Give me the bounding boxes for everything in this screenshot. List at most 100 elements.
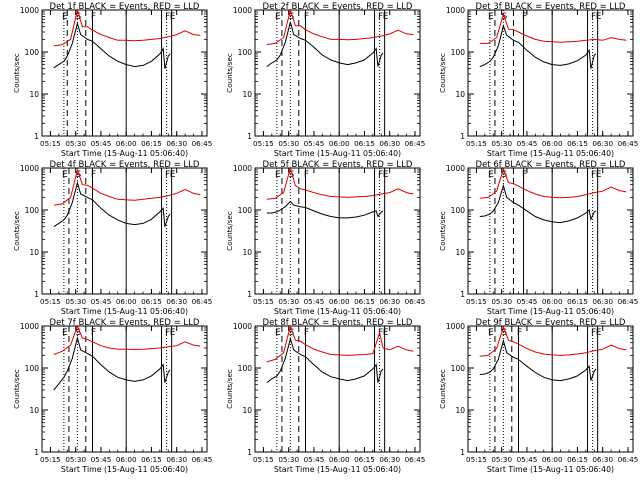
x-tick-label: 05:45 (304, 139, 325, 148)
y-tick-label: 10 (29, 248, 39, 257)
event-marker-label: S (75, 328, 81, 338)
plot-frame (467, 325, 634, 453)
lld-series-line (479, 325, 627, 357)
x-tick-label: 06:00 (329, 139, 350, 148)
x-tick-label: 06:15 (141, 297, 162, 306)
event-marker-label: E (383, 328, 389, 338)
x-tick-label: 06:00 (542, 139, 563, 148)
y-tick-label: 10 (242, 90, 252, 99)
y-tick-label: 1000 (233, 322, 252, 331)
y-tick-label: 1 (460, 132, 465, 141)
plot-frame (254, 325, 421, 453)
x-tick-label: 06:15 (354, 297, 375, 306)
events-series-line (53, 335, 171, 391)
x-tick-label: 06:00 (116, 139, 137, 148)
y-axis-label: Counts/sec (12, 211, 21, 251)
plot-frame (254, 9, 421, 137)
plot-frame (41, 167, 208, 295)
x-tick-label: 06:15 (354, 455, 375, 464)
x-tick-label: 06:45 (405, 139, 426, 148)
x-tick-label: 06:45 (618, 455, 639, 464)
x-tick-label: 05:45 (91, 297, 112, 306)
y-axis-label: Counts/sec (438, 369, 447, 409)
x-tick-label: 06:30 (592, 139, 613, 148)
x-tick-label: 05:30 (65, 455, 86, 464)
panel-det-7: Det 7f BLACK = Events, RED = LLD 1 10 100 10… (12, 318, 212, 474)
x-tick-label: 06:30 (166, 297, 187, 306)
y-tick-label: 1 (34, 290, 39, 299)
events-series-line (479, 183, 597, 224)
y-tick-label: 100 (238, 48, 253, 57)
x-tick-label: 06:15 (567, 455, 588, 464)
plot-frame (254, 167, 421, 295)
panel-det-2: Det 2f BLACK = Events, RED = LLD 1 10 100 10… (225, 2, 425, 158)
event-marker-label: S (75, 170, 81, 180)
x-tick-label: 05:15 (466, 139, 487, 148)
y-tick-label: 1000 (446, 322, 465, 331)
y-tick-label: 10 (455, 248, 465, 257)
x-tick-label: 06:45 (192, 139, 213, 148)
y-tick-label: 10 (455, 90, 465, 99)
x-tick-label: 06:15 (141, 139, 162, 148)
panel-det-5: Det 5f BLACK = Events, RED = LLD 1 10 100 10… (225, 160, 425, 316)
y-tick-label: 100 (238, 206, 253, 215)
y-tick-label: 100 (451, 48, 466, 57)
x-tick-label: 06:45 (618, 139, 639, 148)
y-axis-label: Counts/sec (12, 53, 21, 93)
events-series-line (266, 21, 384, 68)
panel-det-8: Det 8f BLACK = Events, RED = LLD 1 10 100 10… (225, 318, 425, 474)
x-tick-label: 06:30 (166, 455, 187, 464)
x-tick-label: 05:45 (517, 455, 538, 464)
y-tick-label: 100 (25, 364, 40, 373)
y-tick-label: 1 (460, 448, 465, 457)
x-tick-label: 05:30 (278, 455, 299, 464)
event-marker-label: F (522, 12, 527, 22)
x-tick-label: 06:00 (116, 297, 137, 306)
x-tick-label: 06:45 (192, 455, 213, 464)
event-marker-label: E (488, 328, 494, 338)
x-axis-label: Start Time (15-Aug-11 05:06:40) (61, 149, 188, 158)
events-series-line (266, 200, 384, 219)
y-tick-label: 1 (247, 448, 252, 457)
y-tick-label: 1000 (446, 164, 465, 173)
event-marker-label: E (596, 12, 602, 22)
y-tick-label: 1 (247, 290, 252, 299)
lld-series-line (53, 168, 201, 206)
event-marker-label: E (275, 170, 281, 180)
plot-frame (467, 9, 634, 137)
x-tick-label: 05:30 (278, 139, 299, 148)
lld-series-line (479, 12, 627, 44)
event-marker-label: F (304, 328, 309, 338)
y-tick-label: 1000 (20, 322, 39, 331)
x-tick-label: 06:00 (542, 455, 563, 464)
x-tick-label: 06:15 (567, 139, 588, 148)
x-tick-label: 05:30 (491, 297, 512, 306)
x-tick-label: 06:30 (166, 139, 187, 148)
panel-title: Det 1f BLACK = Events, RED = LLD (50, 2, 200, 12)
lld-series-line (53, 8, 201, 47)
event-marker-label: E (383, 12, 389, 22)
events-series-line (266, 336, 384, 384)
x-axis-label: Start Time (15-Aug-11 05:06:40) (274, 149, 401, 158)
x-tick-label: 06:30 (379, 139, 400, 148)
panel-title: Det 4f BLACK = Events, RED = LLD (50, 160, 200, 170)
y-tick-label: 1000 (20, 6, 39, 15)
y-tick-label: 1000 (233, 6, 252, 15)
plot-frame (41, 325, 208, 453)
panel-title: Det 7f BLACK = Events, RED = LLD (50, 318, 200, 328)
panel-det-3: Det 3f BLACK = Events, RED = LLD 1 10 100 10… (438, 2, 638, 158)
event-marker-label: S (501, 170, 507, 180)
x-tick-label: 06:00 (329, 455, 350, 464)
x-tick-label: 05:30 (491, 139, 512, 148)
event-marker-label: F (517, 328, 522, 338)
lld-series-line (53, 324, 201, 355)
x-tick-label: 06:30 (379, 455, 400, 464)
x-tick-label: 05:30 (278, 297, 299, 306)
x-tick-label: 05:45 (304, 297, 325, 306)
y-axis-label: Counts/sec (438, 53, 447, 93)
panel-det-1: Det 1f BLACK = Events, RED = LLD 1 10 100 10… (12, 2, 212, 158)
y-tick-label: 1000 (446, 6, 465, 15)
y-tick-label: 100 (451, 364, 466, 373)
x-tick-label: 06:45 (405, 455, 426, 464)
y-tick-label: 10 (242, 406, 252, 415)
